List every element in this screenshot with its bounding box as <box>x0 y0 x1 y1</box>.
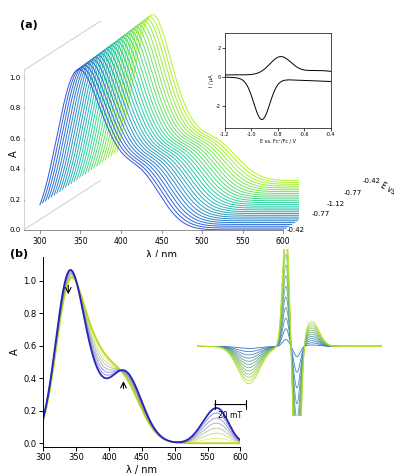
Text: A: A <box>9 151 19 157</box>
Text: 300: 300 <box>33 238 47 247</box>
Text: 600: 600 <box>276 238 290 247</box>
Text: -0.42: -0.42 <box>363 178 381 184</box>
Text: 0.8: 0.8 <box>9 105 20 112</box>
Text: 20 mT: 20 mT <box>218 411 242 420</box>
X-axis label: λ / nm: λ / nm <box>126 465 157 475</box>
Text: 550: 550 <box>235 238 250 247</box>
Text: (b): (b) <box>10 249 28 259</box>
Text: -0.77: -0.77 <box>343 190 361 197</box>
Text: 1.0: 1.0 <box>9 75 20 81</box>
Text: λ / nm: λ / nm <box>146 250 177 260</box>
Text: 0.2: 0.2 <box>9 197 20 202</box>
Text: 450: 450 <box>154 238 169 247</box>
Text: E vs Fc⁺/Fc / V: E vs Fc⁺/Fc / V <box>379 180 394 215</box>
Text: -0.42: -0.42 <box>286 227 305 233</box>
Text: 0.0: 0.0 <box>9 227 20 233</box>
Text: (a): (a) <box>20 20 37 30</box>
Y-axis label: A: A <box>10 348 20 355</box>
Text: 0.4: 0.4 <box>9 166 20 172</box>
Text: -0.77: -0.77 <box>312 210 330 217</box>
Text: 0.6: 0.6 <box>9 136 20 142</box>
Text: 400: 400 <box>113 238 128 247</box>
Text: 500: 500 <box>195 238 210 247</box>
Text: -1.12: -1.12 <box>326 201 344 208</box>
X-axis label: E vs. Fc⁺/Fc / V: E vs. Fc⁺/Fc / V <box>260 139 296 144</box>
Y-axis label: I / μA: I / μA <box>209 75 214 87</box>
Text: 350: 350 <box>73 238 88 247</box>
